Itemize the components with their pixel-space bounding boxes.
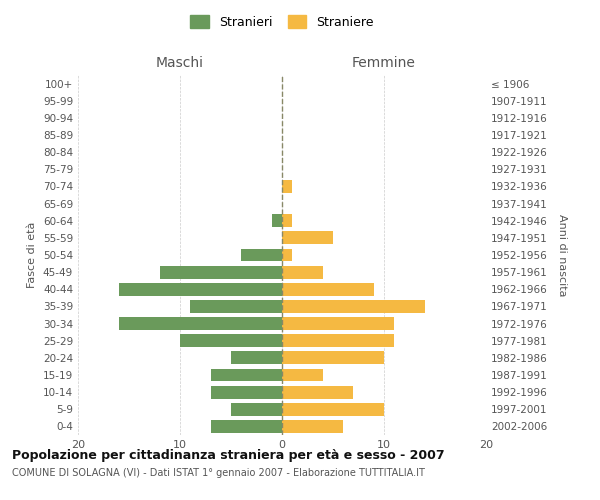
Bar <box>211 368 282 382</box>
Text: Maschi: Maschi <box>156 56 204 70</box>
Bar <box>272 214 282 227</box>
Bar <box>282 352 384 364</box>
Bar <box>282 368 323 382</box>
Bar <box>241 248 282 262</box>
Text: Popolazione per cittadinanza straniera per età e sesso - 2007: Popolazione per cittadinanza straniera p… <box>12 450 445 462</box>
Bar <box>282 317 394 330</box>
Bar <box>190 300 282 313</box>
Bar <box>282 420 343 433</box>
Bar <box>282 334 394 347</box>
Legend: Stranieri, Straniere: Stranieri, Straniere <box>184 8 380 35</box>
Bar <box>119 317 282 330</box>
Y-axis label: Fasce di età: Fasce di età <box>28 222 37 288</box>
Bar <box>211 386 282 398</box>
Bar <box>231 352 282 364</box>
Bar <box>282 266 323 278</box>
Bar <box>282 403 384 415</box>
Bar <box>180 334 282 347</box>
Bar <box>282 300 425 313</box>
Text: Femmine: Femmine <box>352 56 416 70</box>
Bar <box>282 283 374 296</box>
Y-axis label: Anni di nascita: Anni di nascita <box>557 214 567 296</box>
Bar <box>282 232 333 244</box>
Bar <box>119 283 282 296</box>
Bar <box>211 420 282 433</box>
Bar <box>160 266 282 278</box>
Bar <box>282 386 353 398</box>
Bar <box>282 214 292 227</box>
Bar <box>282 180 292 193</box>
Text: COMUNE DI SOLAGNA (VI) - Dati ISTAT 1° gennaio 2007 - Elaborazione TUTTITALIA.IT: COMUNE DI SOLAGNA (VI) - Dati ISTAT 1° g… <box>12 468 425 477</box>
Bar <box>231 403 282 415</box>
Bar <box>282 248 292 262</box>
